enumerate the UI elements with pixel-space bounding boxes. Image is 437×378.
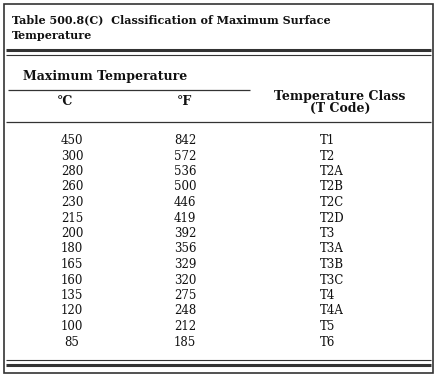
- Text: T3B: T3B: [320, 258, 344, 271]
- Text: 230: 230: [61, 196, 83, 209]
- Text: T3A: T3A: [320, 243, 344, 256]
- Text: T3: T3: [320, 227, 335, 240]
- Text: 215: 215: [61, 212, 83, 225]
- Text: T3C: T3C: [320, 274, 344, 287]
- Text: T2: T2: [320, 150, 335, 163]
- Text: 275: 275: [174, 289, 196, 302]
- Text: T5: T5: [320, 320, 335, 333]
- Text: 356: 356: [174, 243, 196, 256]
- Text: 572: 572: [174, 150, 196, 163]
- Text: T2D: T2D: [320, 212, 345, 225]
- Text: 165: 165: [61, 258, 83, 271]
- Text: 329: 329: [174, 258, 196, 271]
- Text: T2C: T2C: [320, 196, 344, 209]
- Text: 260: 260: [61, 181, 83, 194]
- Text: °C: °C: [57, 95, 73, 108]
- Text: 500: 500: [174, 181, 196, 194]
- Text: 248: 248: [174, 305, 196, 318]
- Text: 842: 842: [174, 134, 196, 147]
- Text: 450: 450: [61, 134, 83, 147]
- Text: 180: 180: [61, 243, 83, 256]
- Text: Temperature Class: Temperature Class: [274, 90, 406, 103]
- Text: Maximum Temperature: Maximum Temperature: [23, 70, 187, 83]
- Text: 212: 212: [174, 320, 196, 333]
- Text: T4A: T4A: [320, 305, 344, 318]
- Text: 185: 185: [174, 336, 196, 349]
- Text: (T Code): (T Code): [310, 102, 370, 115]
- Text: 536: 536: [174, 165, 196, 178]
- Text: 300: 300: [61, 150, 83, 163]
- Text: 135: 135: [61, 289, 83, 302]
- Text: 120: 120: [61, 305, 83, 318]
- Text: 419: 419: [174, 212, 196, 225]
- Text: 100: 100: [61, 320, 83, 333]
- Text: °F: °F: [177, 95, 193, 108]
- Text: Table 500.8(C)  Classification of Maximum Surface: Table 500.8(C) Classification of Maximum…: [12, 14, 331, 25]
- Text: 392: 392: [174, 227, 196, 240]
- Text: 446: 446: [174, 196, 196, 209]
- Text: Temperature: Temperature: [12, 30, 92, 41]
- Text: 85: 85: [65, 336, 80, 349]
- Text: 280: 280: [61, 165, 83, 178]
- Text: 200: 200: [61, 227, 83, 240]
- Text: T2A: T2A: [320, 165, 344, 178]
- Text: T2B: T2B: [320, 181, 344, 194]
- Text: T6: T6: [320, 336, 335, 349]
- Text: 320: 320: [174, 274, 196, 287]
- Text: T1: T1: [320, 134, 335, 147]
- Text: T4: T4: [320, 289, 335, 302]
- Text: 160: 160: [61, 274, 83, 287]
